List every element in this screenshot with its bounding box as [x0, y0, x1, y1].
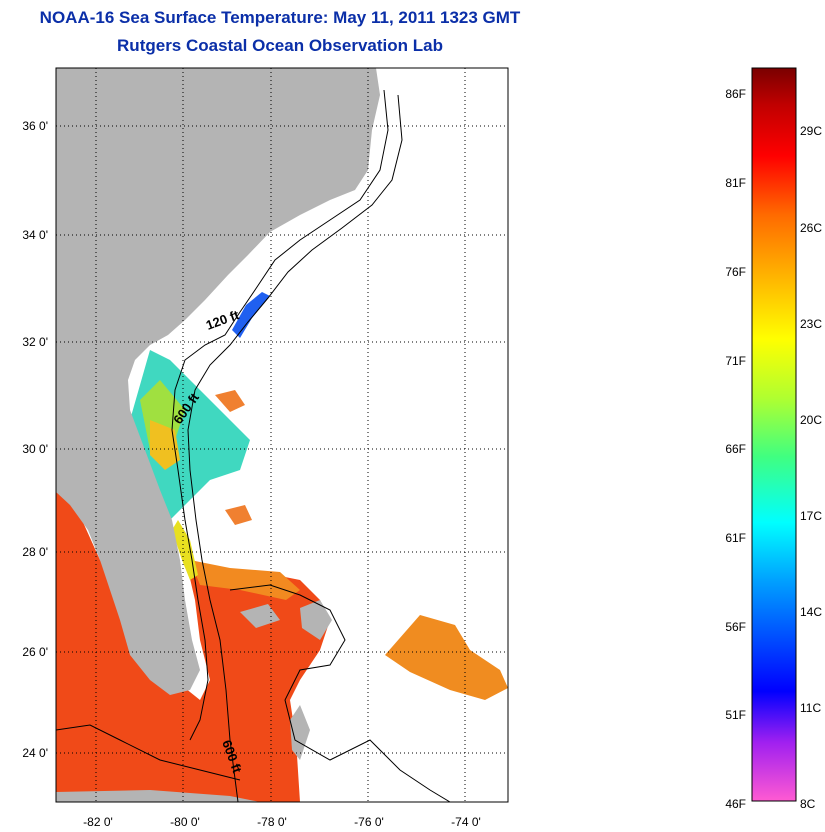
sst-blue-streak	[232, 292, 270, 338]
colorbar-c-label: 8C	[800, 797, 816, 811]
colorbar-c-label: 29C	[800, 124, 822, 138]
lat-tick-label: 34 0'	[22, 228, 48, 242]
lat-tick-label: 36 0'	[22, 119, 48, 133]
sst-yellow-shelf	[172, 520, 198, 580]
land-southeast-us	[56, 68, 380, 695]
colorbar-f-label: 51F	[725, 708, 746, 722]
colorbar-f-label: 76F	[725, 265, 746, 279]
sst-orange-band	[190, 560, 300, 600]
colorbar-f-label: 66F	[725, 442, 746, 456]
contour-600ft	[187, 94, 403, 802]
land-bahamas-3	[290, 705, 310, 760]
map-frame	[55, 67, 509, 803]
map-subtitle: Rutgers Coastal Ocean Observation Lab	[117, 36, 443, 55]
lon-tick-label: -76 0'	[354, 815, 384, 829]
lon-tick-label: -80 0'	[170, 815, 200, 829]
lon-tick-label: -82 0'	[83, 815, 113, 829]
colorbar-c-label: 20C	[800, 413, 822, 427]
colorbar-f-label: 81F	[725, 176, 746, 190]
contour-gulf	[56, 724, 241, 781]
colorbar-f-label: 61F	[725, 531, 746, 545]
map-grid	[56, 68, 508, 802]
land-bahamas-1	[300, 600, 332, 640]
colorbar	[751, 67, 797, 802]
lat-tick-label: 30 0'	[22, 442, 48, 456]
sst-warm-water	[56, 492, 330, 802]
colorbar-c-label: 17C	[800, 509, 822, 523]
sst-orange-east	[385, 615, 508, 700]
colorbar-f-label: 56F	[725, 620, 746, 634]
colorbar-f-label: 71F	[725, 354, 746, 368]
lon-tick-label: -78 0'	[257, 815, 287, 829]
lat-tick-label: 28 0'	[22, 545, 48, 559]
colorbar-f-label: 86F	[725, 87, 746, 101]
land-cuba	[56, 790, 260, 802]
colorbar-c-label: 26C	[800, 221, 822, 235]
colorbar-c-label: 11C	[800, 701, 821, 715]
colorbar-c-label: 14C	[800, 605, 822, 619]
lat-tick-label: 32 0'	[22, 335, 48, 349]
colorbar-c-label: 23C	[800, 317, 822, 331]
map-title: NOAA-16 Sea Surface Temperature: May 11,…	[39, 8, 521, 27]
land-bahamas-2	[240, 604, 280, 628]
contour-bahamas	[229, 584, 451, 802]
sst-orange-small2	[225, 505, 252, 525]
lon-tick-label: -74 0'	[451, 815, 481, 829]
lat-tick-label: 24 0'	[22, 746, 48, 760]
sst-orange-small	[215, 390, 245, 412]
colorbar-f-label: 46F	[725, 797, 746, 811]
lat-tick-label: 26 0'	[22, 645, 48, 659]
contour-120ft	[171, 89, 389, 741]
